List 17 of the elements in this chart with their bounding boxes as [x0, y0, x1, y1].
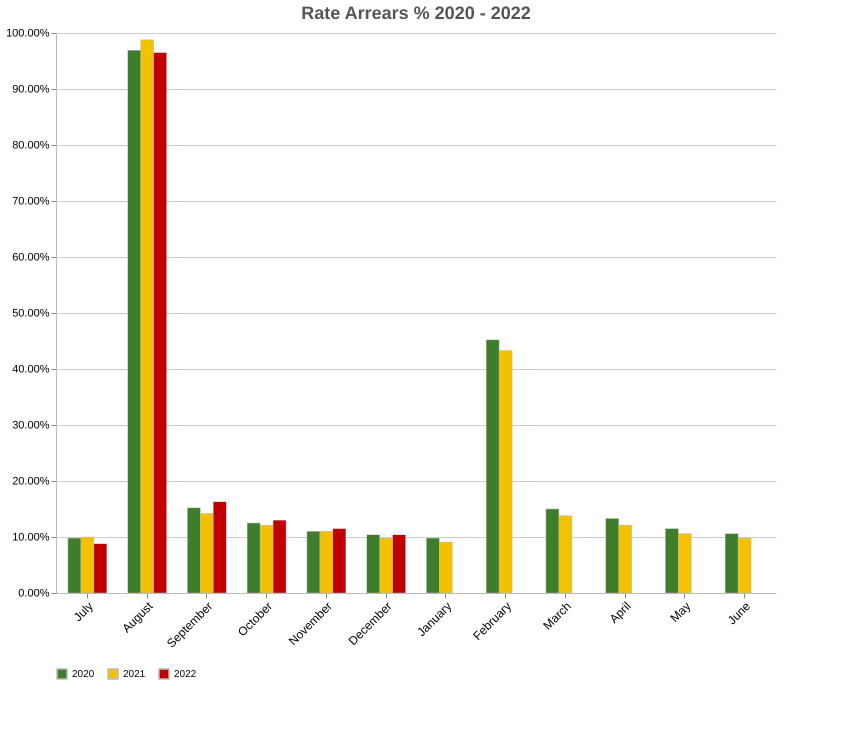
y-tick-label: 80.00%	[12, 140, 50, 152]
y-tick-label: 10.00%	[12, 532, 50, 544]
y-tick-label: 90.00%	[12, 84, 50, 96]
x-tick-label: July	[70, 599, 96, 624]
y-tick-label: 40.00%	[12, 364, 50, 376]
y-tick-label: 50.00%	[12, 308, 50, 320]
y-tick-label: 60.00%	[12, 252, 50, 264]
y-tick-label: 70.00%	[12, 196, 50, 208]
legend-label: 2022	[174, 669, 197, 680]
y-tick-label: 0.00%	[18, 588, 50, 600]
y-tick-label: 30.00%	[12, 420, 50, 432]
legend-label: 2020	[72, 669, 95, 680]
legend-label: 2021	[123, 669, 146, 680]
y-tick-label: 100.00%	[6, 28, 50, 40]
y-tick-label: 20.00%	[12, 476, 50, 488]
chart-title: Rate Arrears % 2020 - 2022	[301, 3, 531, 23]
x-tick-label: May	[667, 599, 694, 626]
